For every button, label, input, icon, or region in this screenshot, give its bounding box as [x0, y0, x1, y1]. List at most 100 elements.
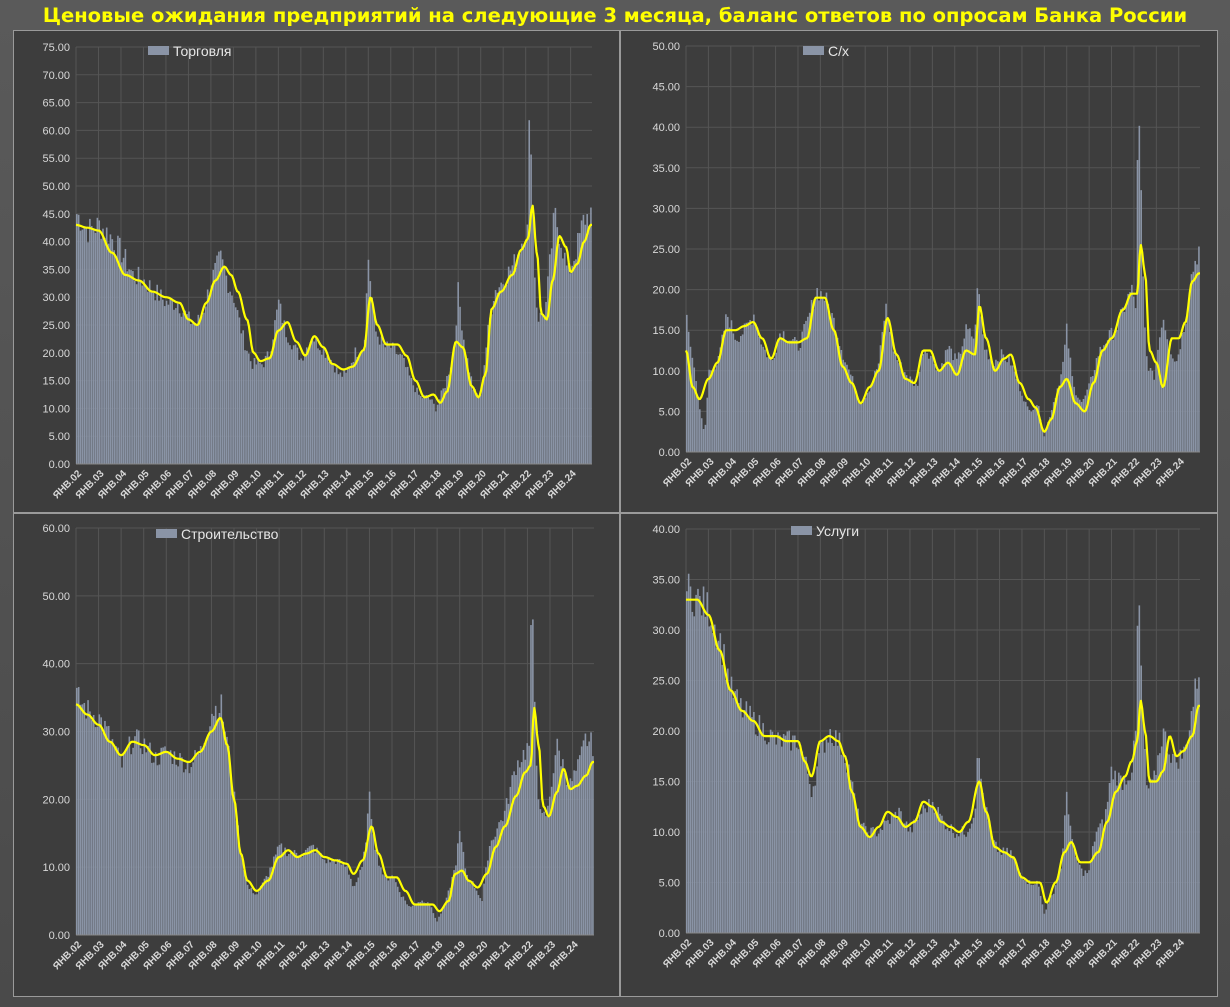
bar: [375, 331, 377, 464]
bar: [959, 831, 962, 933]
bar: [329, 862, 331, 935]
bar: [528, 745, 530, 935]
bar: [307, 349, 310, 464]
bar: [1082, 398, 1085, 452]
bar: [786, 342, 789, 452]
bar: [509, 270, 512, 464]
bar: [1142, 276, 1144, 452]
bar: [970, 336, 973, 452]
bar: [438, 916, 440, 935]
bar: [338, 858, 341, 935]
bar: [485, 347, 488, 464]
bar: [1106, 340, 1109, 452]
bar: [444, 388, 446, 464]
bar: [276, 846, 279, 935]
bar: [360, 353, 362, 464]
bar: [442, 388, 445, 464]
bar: [590, 207, 592, 465]
bar: [201, 315, 203, 464]
bar: [982, 793, 984, 933]
bar: [795, 339, 798, 452]
bar: [322, 348, 325, 464]
bar: [262, 367, 265, 464]
bar: [453, 345, 456, 464]
bar: [820, 291, 822, 452]
bar: [203, 312, 205, 464]
bar: [186, 761, 189, 935]
bar: [1064, 815, 1066, 933]
bar: [836, 337, 839, 452]
bar: [244, 875, 247, 935]
bar: [267, 876, 270, 935]
bar: [331, 858, 333, 935]
bar: [380, 336, 383, 464]
bar: [1086, 389, 1088, 452]
bar: [453, 870, 455, 935]
bar: [504, 288, 506, 464]
bar: [874, 828, 876, 933]
bar: [924, 349, 926, 452]
bar: [403, 357, 405, 464]
bar: [472, 881, 474, 935]
bar: [246, 884, 249, 935]
bar: [500, 820, 502, 935]
bar: [915, 383, 917, 452]
bar: [948, 831, 951, 933]
bar: [1118, 772, 1120, 933]
bar: [374, 849, 377, 935]
bar: [1006, 362, 1008, 452]
bar: [1173, 361, 1176, 452]
bar: [700, 615, 703, 933]
bar: [386, 341, 388, 464]
bar: [162, 747, 164, 935]
bar: [256, 894, 258, 935]
bar: [717, 356, 720, 452]
bar: [704, 616, 707, 933]
bar: [180, 316, 183, 464]
bar: [380, 867, 382, 935]
bar: [393, 877, 395, 935]
bar: [1147, 788, 1150, 933]
bar: [289, 345, 291, 464]
bar: [222, 721, 224, 935]
bar: [883, 820, 885, 933]
bar-series: [686, 125, 1200, 453]
bar: [969, 828, 971, 933]
bar: [1142, 719, 1144, 933]
bar: [982, 334, 984, 452]
bar: [201, 748, 204, 935]
bar: [503, 810, 506, 935]
bar: [300, 358, 302, 464]
bar: [133, 280, 136, 464]
bar: [715, 647, 718, 933]
bar: [1084, 870, 1087, 933]
bar: [573, 260, 575, 464]
bar: [347, 368, 349, 464]
bar: [1024, 401, 1027, 452]
bar: [96, 217, 99, 464]
y-tick-label: 10.00: [42, 403, 70, 415]
bar: [801, 331, 804, 452]
bar: [1006, 847, 1008, 933]
bar: [577, 759, 579, 935]
bar: [160, 747, 163, 935]
bar: [315, 336, 317, 464]
bar: [823, 300, 826, 452]
bar: [113, 250, 115, 464]
bar: [128, 736, 131, 935]
bar: [496, 292, 499, 464]
bar: [477, 396, 480, 464]
bar: [1010, 850, 1012, 933]
bar: [998, 850, 1001, 933]
bar: [1153, 379, 1156, 452]
legend: Услуги: [791, 523, 859, 539]
bar: [937, 807, 939, 933]
bar: [519, 253, 521, 464]
bar: [1008, 853, 1010, 933]
bar: [995, 359, 997, 452]
bar: [274, 854, 277, 935]
bar: [517, 760, 519, 935]
bar: [810, 300, 813, 452]
bar: [345, 372, 347, 464]
bar: [391, 875, 393, 935]
